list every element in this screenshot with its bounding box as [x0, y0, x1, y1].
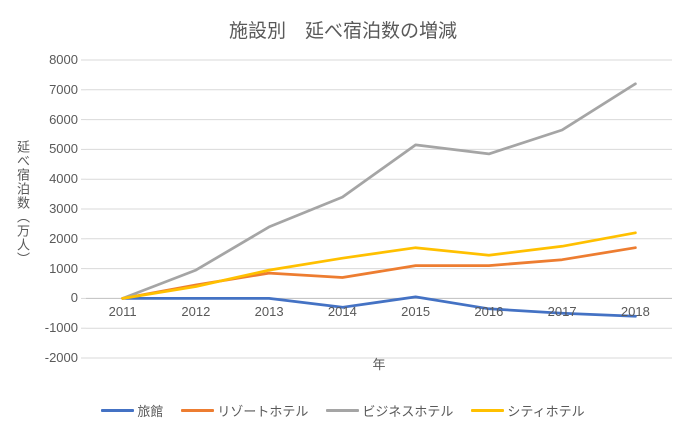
- chart-legend: 旅館 リゾートホテル ビジネスホテル シティホテル: [0, 401, 686, 420]
- y-tick-label: 3000: [49, 201, 78, 216]
- legend-label: リゾートホテル: [217, 404, 309, 419]
- x-tick-label: 2014: [327, 304, 357, 319]
- series-line: [121, 82, 637, 300]
- legend-item: リゾートホテル: [181, 401, 308, 420]
- legend-swatch: [181, 409, 215, 412]
- x-tick-label: 2018: [620, 304, 650, 319]
- y-tick-label: 6000: [49, 111, 78, 127]
- y-tick-label: 2000: [49, 230, 78, 246]
- y-axis-title: 延べ宿泊数（万人）: [15, 140, 30, 266]
- legend-label: シティホテル: [507, 404, 585, 419]
- y-tick-label: 0: [70, 290, 78, 306]
- legend-swatch: [471, 409, 505, 412]
- legend-label: ビジネスホテル: [362, 404, 454, 419]
- x-tick-label: 2015: [401, 304, 431, 319]
- series-line: [121, 231, 637, 300]
- legend-swatch: [326, 409, 360, 412]
- y-tick-label: 7000: [49, 81, 78, 97]
- y-tick-label: 1000: [49, 260, 78, 276]
- legend-item: ビジネスホテル: [326, 401, 453, 420]
- y-tick-label: 8000: [49, 52, 78, 67]
- series-line: [121, 295, 637, 318]
- y-tick-label: 5000: [49, 141, 78, 157]
- y-tick-label: 4000: [49, 171, 78, 187]
- legend-label: 旅館: [137, 404, 164, 419]
- legend-swatch: [101, 409, 135, 412]
- x-tick-label: 2013: [254, 304, 284, 319]
- x-tick-label: 2011: [108, 304, 137, 319]
- series-line: [121, 246, 637, 300]
- x-axis-title: 年: [372, 357, 386, 372]
- y-tick-label: -2000: [44, 350, 78, 365]
- legend-item: シティホテル: [471, 401, 585, 420]
- y-tick-label: -1000: [44, 320, 78, 336]
- x-tick-label: 2012: [181, 304, 211, 319]
- x-tick-label: 2016: [474, 304, 504, 319]
- chart-title: 施設別 延べ宿泊数の増減: [228, 21, 457, 42]
- legend-item: 旅館: [101, 401, 163, 420]
- x-tick-label: 2017: [547, 304, 577, 319]
